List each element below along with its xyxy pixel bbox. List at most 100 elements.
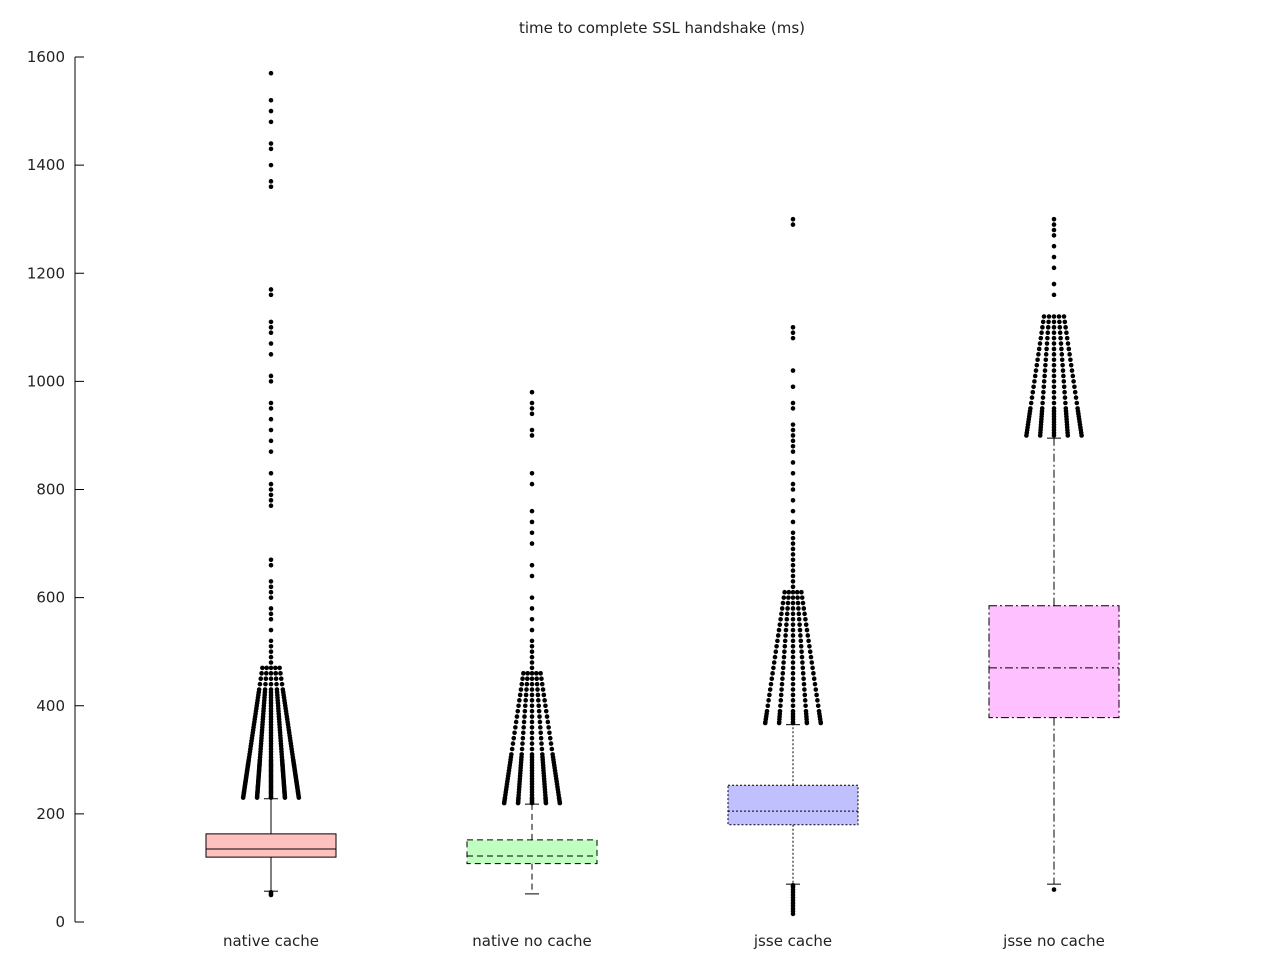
outlier-point: [802, 698, 808, 703]
outlier-point: [778, 692, 784, 698]
outlier-point: [790, 595, 796, 600]
outlier-point: [784, 622, 789, 627]
outlier-point: [1074, 400, 1080, 406]
outlier-point: [790, 498, 796, 503]
outlier-point: [1028, 406, 1033, 411]
outlier-point: [1033, 368, 1039, 373]
outlier-point: [781, 654, 787, 660]
outlier-point: [268, 141, 274, 146]
outlier-point: [778, 698, 784, 703]
outlier-point: [1043, 357, 1049, 363]
x-category-label: native cache: [223, 932, 319, 950]
outlier-point: [268, 676, 274, 682]
outlier-point: [1035, 357, 1040, 363]
outlier-point: [798, 638, 804, 644]
outlier-point: [790, 470, 796, 476]
y-tick-label: 200: [36, 805, 65, 823]
outlier-point: [268, 562, 274, 568]
outlier-point: [772, 654, 778, 660]
outlier-point: [268, 119, 274, 125]
outlier-point: [805, 633, 811, 638]
outlier-point: [771, 660, 777, 665]
outlier-point: [279, 681, 285, 687]
outlier-point: [519, 752, 524, 757]
outliers-group: [240, 70, 1084, 917]
outlier-point: [515, 708, 521, 714]
outlier-point: [517, 698, 522, 703]
outlier-point: [796, 606, 801, 611]
outlier-point: [1051, 227, 1057, 233]
outlier-point: [538, 730, 544, 736]
outlier-point: [529, 481, 535, 487]
outlier-point: [263, 676, 269, 682]
outlier-point: [790, 654, 796, 660]
outlier-point: [785, 606, 790, 611]
outlier-point: [798, 643, 804, 649]
outlier-point: [804, 627, 810, 633]
y-tick-label: 1400: [27, 156, 65, 174]
x-category-label: native no cache: [472, 932, 592, 950]
outlier-point: [521, 725, 526, 730]
outlier-point: [1051, 319, 1057, 325]
outlier-point: [547, 730, 552, 736]
outlier-point: [766, 698, 771, 703]
outlier-point: [524, 676, 530, 682]
outlier-point: [1028, 400, 1034, 406]
outlier-point: [535, 692, 541, 698]
outlier-point: [268, 179, 274, 184]
outlier-point: [1060, 362, 1065, 368]
outlier-point: [797, 627, 803, 633]
outlier-point: [1072, 384, 1077, 390]
outlier-point: [546, 725, 551, 730]
outlier-point: [801, 681, 807, 687]
outlier-point: [1032, 379, 1037, 384]
outlier-point: [513, 725, 518, 730]
outlier-point: [268, 492, 274, 498]
outlier-point: [1069, 368, 1075, 373]
outlier-point: [1051, 373, 1057, 379]
outlier-point: [790, 400, 796, 406]
outlier-point: [529, 427, 535, 433]
outlier-point: [1029, 395, 1035, 400]
outlier-point: [790, 508, 796, 514]
outlier-point: [1051, 389, 1057, 395]
outlier-point: [796, 616, 802, 622]
outlier-point: [790, 633, 796, 638]
outlier-point: [778, 703, 783, 709]
outlier-point: [509, 752, 514, 757]
outlier-point: [790, 325, 796, 330]
y-tick-label: 1000: [27, 372, 65, 390]
outlier-point: [273, 676, 279, 682]
outlier-point: [534, 681, 540, 687]
outlier-point: [1062, 319, 1068, 325]
outlier-point: [779, 687, 784, 692]
outlier-point: [1064, 330, 1069, 336]
outlier-point: [268, 643, 274, 649]
outlier-point: [545, 719, 551, 725]
outlier-point: [268, 660, 274, 665]
outlier-point: [1045, 330, 1051, 336]
outlier-point: [529, 616, 535, 622]
outlier-point: [268, 400, 274, 406]
outlier-point: [538, 671, 543, 676]
outlier-point: [539, 746, 545, 752]
outlier-point: [529, 654, 535, 660]
outlier-point: [540, 687, 546, 692]
outlier-point: [541, 692, 547, 698]
outlier-point: [547, 735, 553, 741]
outlier-point: [529, 541, 535, 546]
outlier-point: [796, 611, 802, 617]
outlier-point: [274, 687, 280, 692]
outlier-point: [790, 384, 796, 390]
outlier-point: [543, 708, 549, 714]
outlier-point: [800, 600, 806, 606]
outlier-point: [268, 487, 274, 492]
outlier-point: [810, 665, 815, 671]
outlier-point: [795, 600, 801, 606]
outlier-point: [1040, 395, 1046, 400]
outlier-point: [790, 541, 796, 546]
outlier-point: [1058, 335, 1063, 341]
outlier-point: [550, 752, 555, 757]
outlier-point: [1059, 357, 1065, 363]
